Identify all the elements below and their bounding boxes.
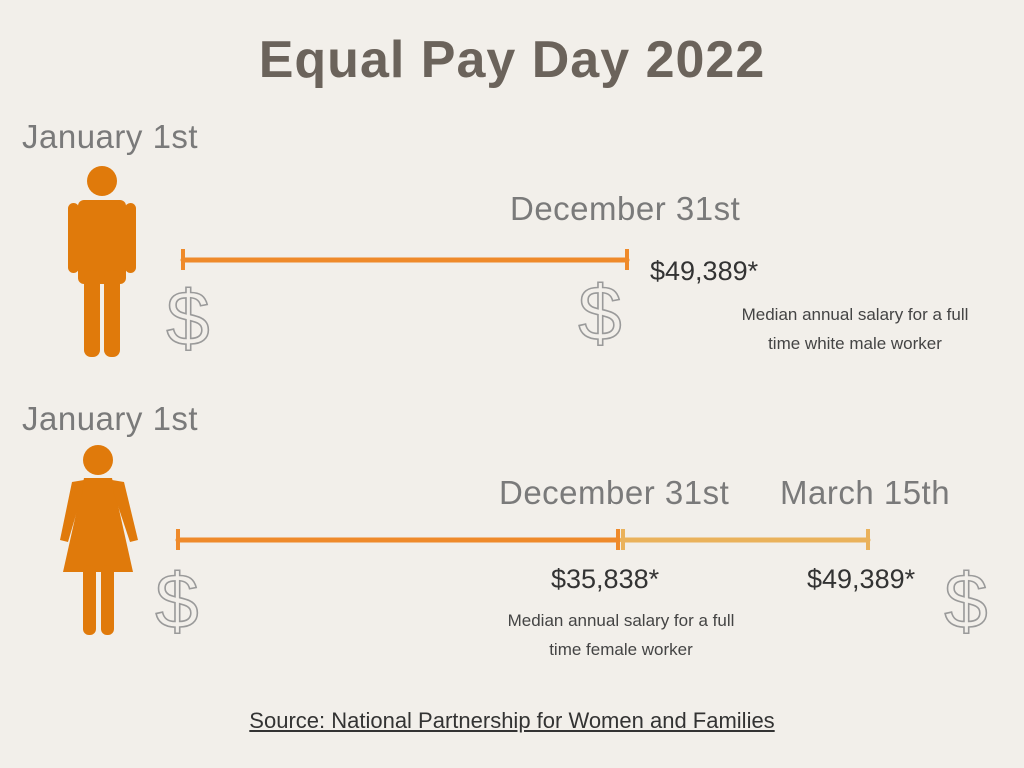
male-salary-note-line2: time white male worker: [768, 334, 942, 353]
male-timeline: [180, 249, 630, 270]
source-link[interactable]: Source: National Partnership for Women a…: [249, 708, 775, 733]
female-timeline: [175, 529, 871, 550]
female-salary-amount: $35,838*: [551, 564, 660, 594]
woman-figure-icon: [60, 445, 138, 635]
male-salary-note: Median annual salary for a full time whi…: [700, 300, 1010, 358]
female-salary-note-line1: Median annual salary for a full: [507, 611, 735, 630]
page-title: Equal Pay Day 2022: [258, 31, 766, 89]
female-start-date: January 1st: [22, 400, 199, 437]
female-end-date: March 15th: [780, 474, 951, 511]
male-end-date: December 31st: [510, 190, 741, 227]
female-salary-note: Median annual salary for a full time fem…: [466, 606, 776, 664]
man-figure-icon: [68, 166, 136, 357]
dollar-sign-icon: $: [944, 557, 987, 645]
dollar-sign-icon: $: [155, 557, 198, 645]
male-salary-note-line1: Median annual salary for a full: [741, 305, 969, 324]
male-start-date: January 1st: [22, 118, 199, 155]
female-equal-pay-amount: $49,389*: [807, 564, 916, 594]
dollar-sign-icon: $: [166, 274, 209, 362]
female-mid-date: December 31st: [499, 474, 730, 511]
dollar-sign-icon: $: [578, 269, 621, 357]
female-salary-note-line2: time female worker: [549, 640, 693, 659]
male-salary-amount: $49,389*: [650, 256, 759, 286]
